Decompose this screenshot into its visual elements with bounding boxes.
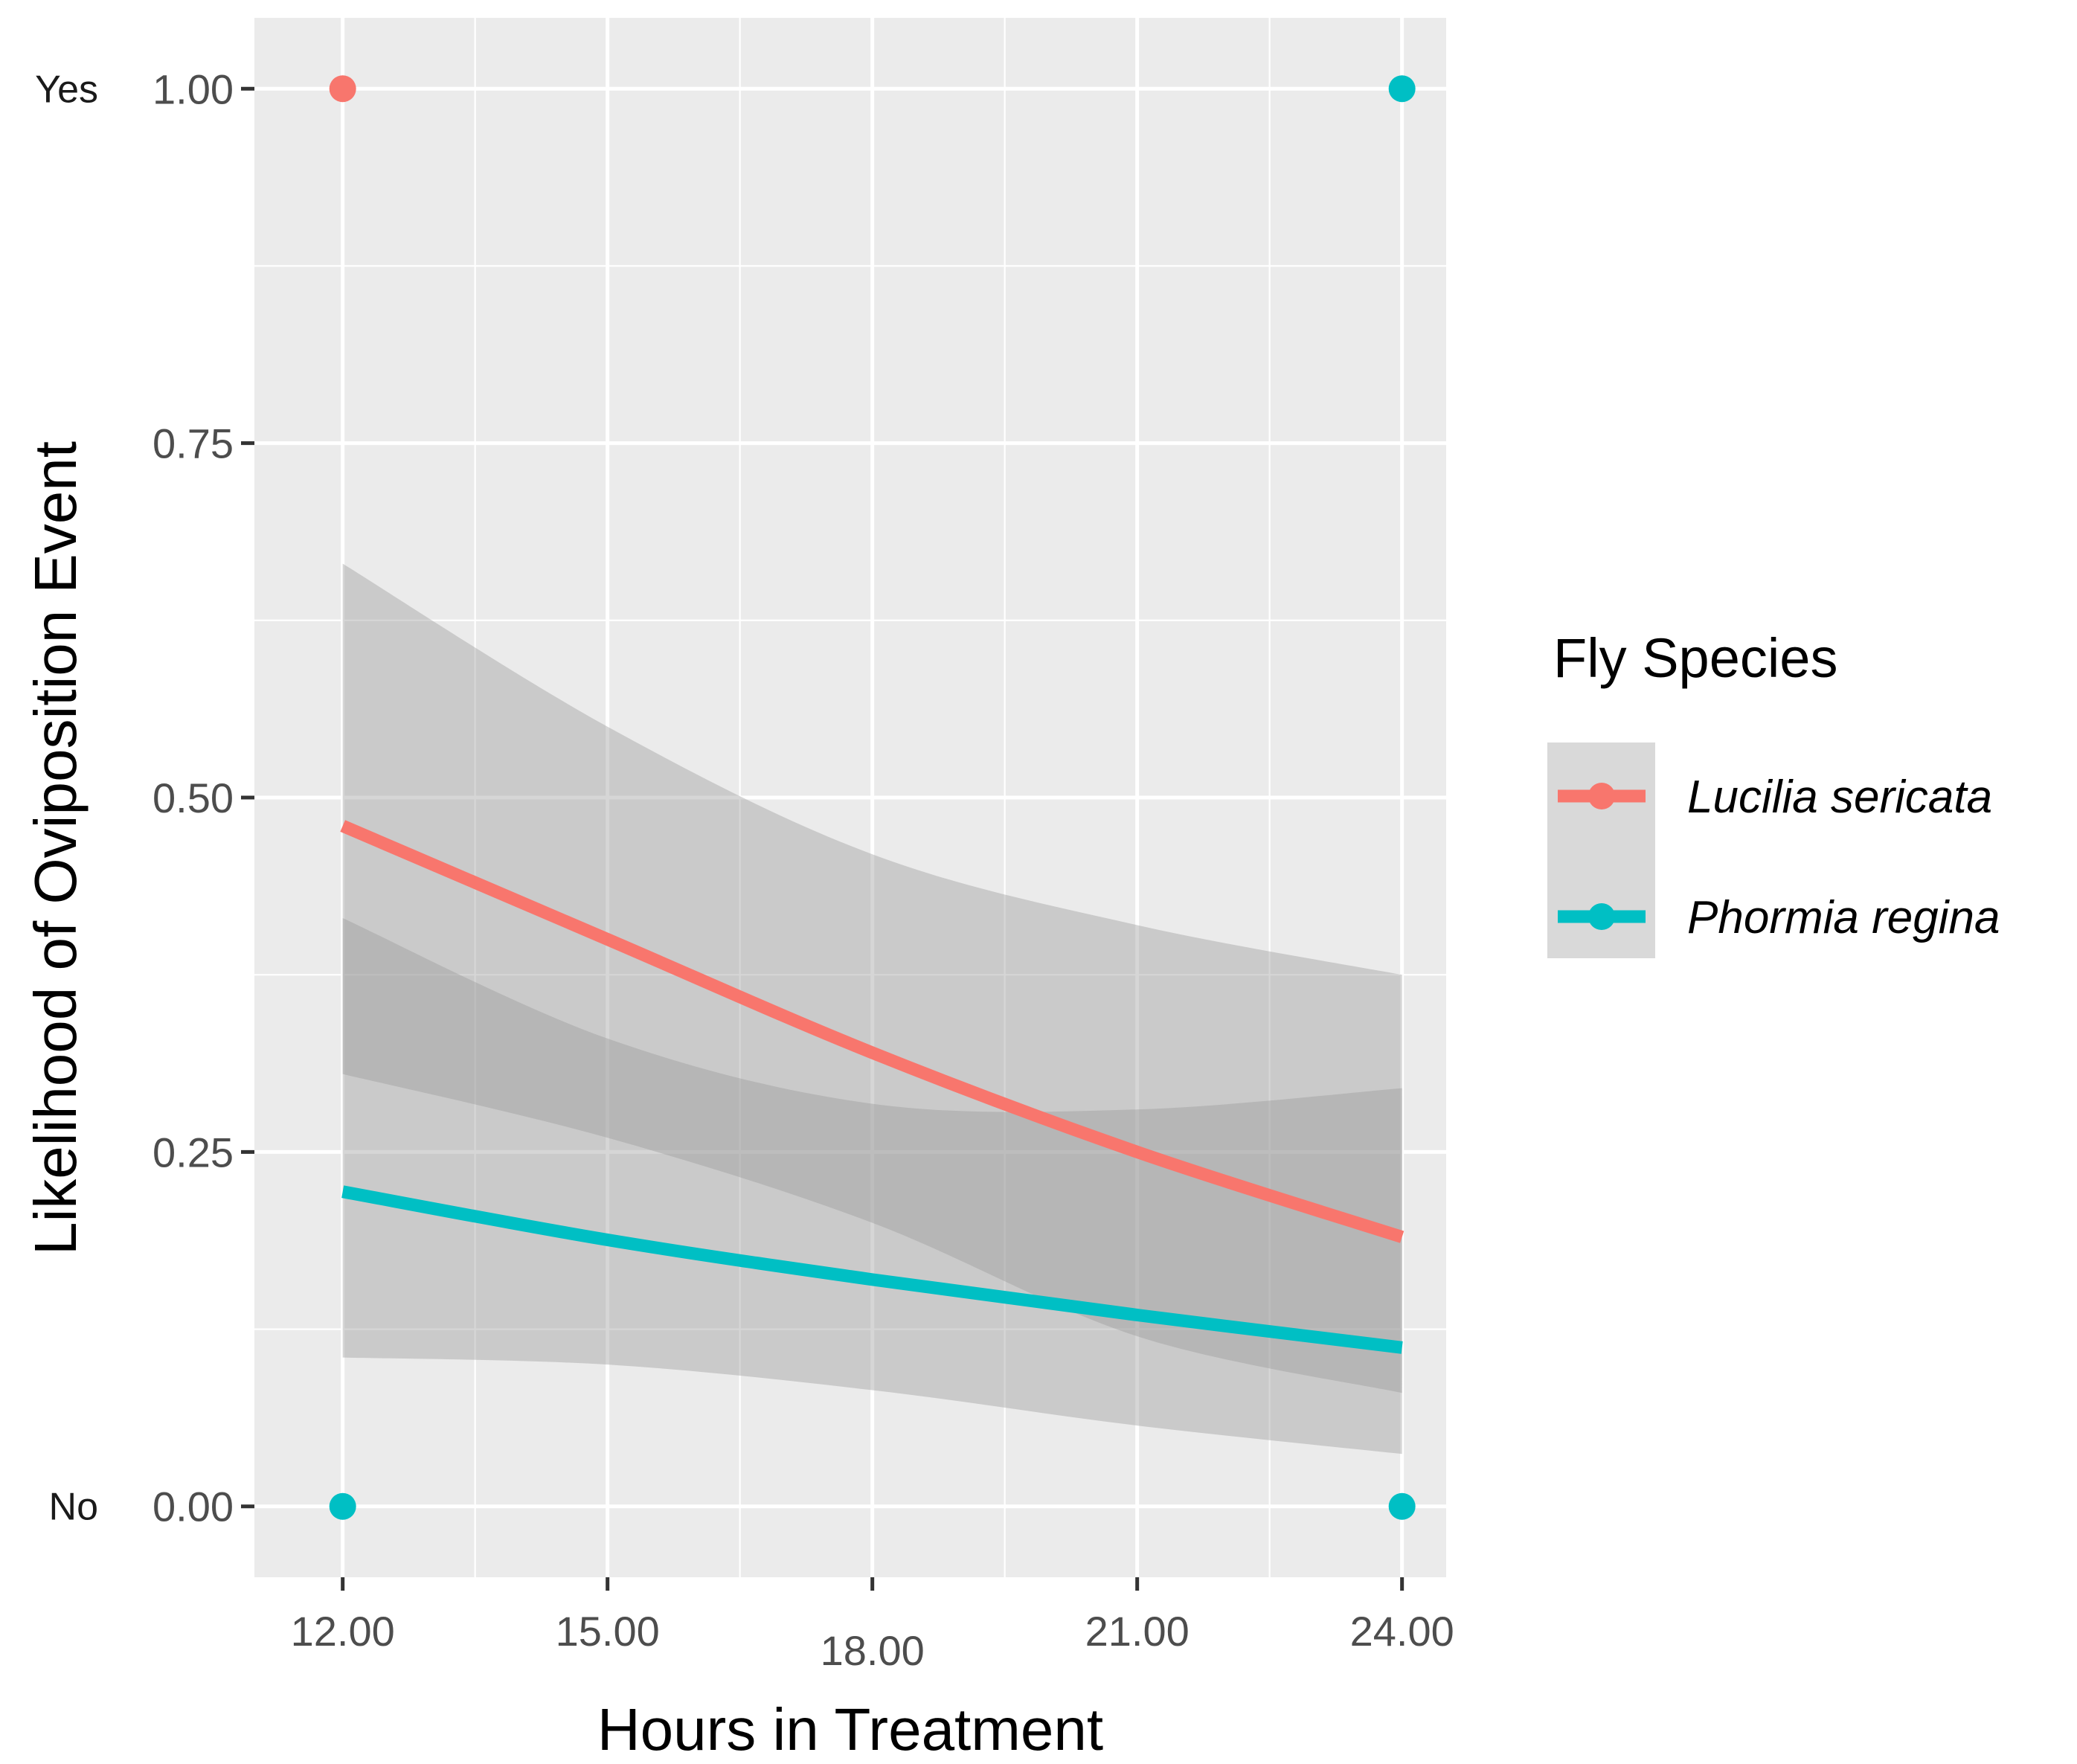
- major-gridlines: [254, 18, 1446, 1577]
- y-axis: 0.00 0.25 0.50 0.75 1.00 Yes No: [35, 65, 254, 1530]
- y-tick-label: 0.25: [153, 1129, 234, 1176]
- x-tick-label: 21.00: [1085, 1608, 1190, 1655]
- y-extra-label: Yes: [35, 68, 98, 111]
- legend-key-point: [1588, 903, 1615, 930]
- x-tick-label: 15.00: [556, 1608, 660, 1655]
- data-point-phormia-regina: [1388, 1492, 1416, 1520]
- legend-label: Phormia regina: [1687, 892, 2000, 943]
- x-tick-label: 24.00: [1350, 1608, 1454, 1655]
- legend-item-lucilia-sericata: Lucilia sericata: [1558, 772, 1992, 823]
- legend-label: Lucilia sericata: [1687, 772, 1992, 823]
- legend-title: Fly Species: [1553, 627, 1837, 689]
- legend: Fly Species Lucilia sericata Phormia reg…: [1547, 627, 2000, 958]
- x-tick-label: 12.00: [291, 1608, 395, 1655]
- data-point-phormia-regina: [1388, 75, 1416, 103]
- confidence-band-lucilia-sericata: [342, 563, 1402, 1393]
- y-tick-label: 0.75: [153, 420, 234, 467]
- x-axis: 12.00 15.00 18.00 21.00 24.00: [291, 1577, 1454, 1674]
- y-tick-label: 0.50: [153, 774, 234, 821]
- data-point-lucilia-sericata: [329, 75, 356, 103]
- fit-line-phormia-regina: [341, 1185, 1403, 1354]
- fit-line-lucilia-sericata: [340, 820, 1405, 1243]
- data-point-phormia-regina: [329, 1492, 356, 1520]
- fit-lines: [340, 820, 1405, 1354]
- y-extra-label: No: [49, 1486, 98, 1529]
- legend-item-phormia-regina: Phormia regina: [1558, 892, 2000, 943]
- x-axis-title: Hours in Treatment: [597, 1696, 1103, 1763]
- y-tick-label: 1.00: [153, 65, 234, 112]
- legend-key-point: [1588, 783, 1615, 809]
- y-tick-label: 0.00: [153, 1484, 234, 1530]
- y-axis-title: Likelihood of Oviposition Event: [22, 441, 89, 1255]
- x-tick-label: 18.00: [821, 1627, 925, 1674]
- data-points: [329, 75, 1416, 1520]
